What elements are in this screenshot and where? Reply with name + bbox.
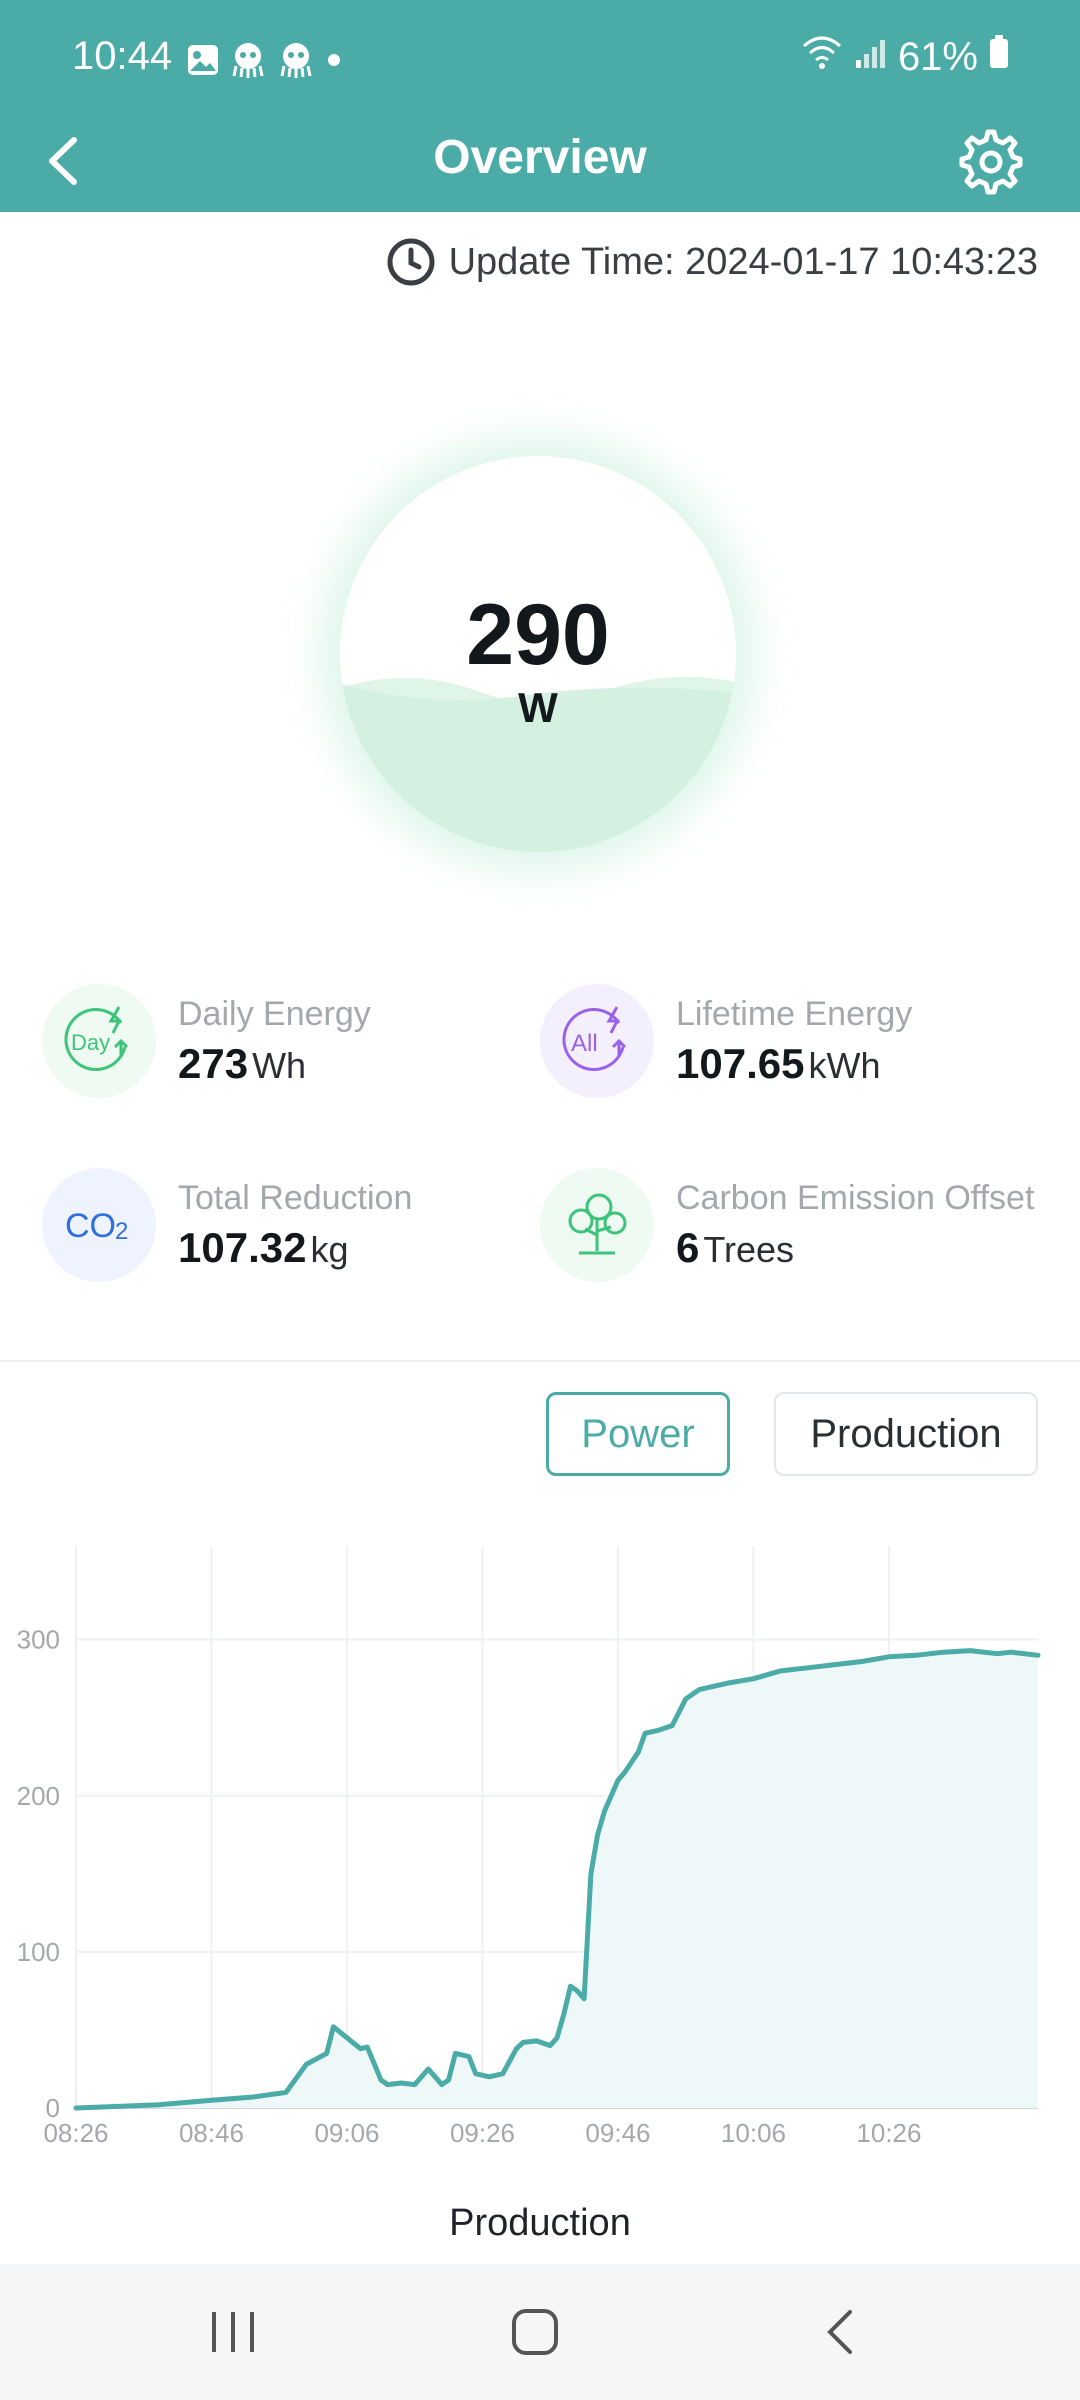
status-right: 61% [800, 34, 1010, 80]
y-tick-label: 300 [17, 1625, 60, 1655]
power-tab-button[interactable]: Power [546, 1392, 730, 1476]
stat-unit: Wh [252, 1044, 307, 1086]
stat-total-reduction: CO 2 Total Reduction 107.32 kg [42, 1168, 412, 1282]
back-nav-icon[interactable] [806, 2300, 876, 2364]
power-unit: W [518, 684, 558, 731]
stat-label: Carbon Emission Offset [676, 1178, 1035, 1217]
svg-text:Day: Day [71, 1030, 110, 1055]
update-time: Update Time: 2024-01-17 10:43:23 [385, 236, 1038, 288]
x-tick-label: 08:26 [43, 2118, 108, 2148]
x-tick-label: 10:26 [856, 2118, 921, 2148]
dot-icon [324, 50, 344, 75]
y-tick-label: 200 [17, 1781, 60, 1811]
series-line [73, 1648, 1041, 2111]
x-tick-label: 10:06 [721, 2118, 786, 2148]
stat-daily-energy: Day Daily Energy 273 Wh [42, 984, 371, 1098]
production-tab-button[interactable]: Production [774, 1392, 1038, 1476]
recents-icon[interactable] [198, 2300, 268, 2364]
co2-icon: CO 2 [42, 1168, 156, 1282]
wave-fill [340, 676, 736, 852]
all-energy-icon: All [540, 984, 654, 1098]
y-tick-label: 100 [17, 1937, 60, 1967]
gallery-icon [186, 43, 220, 82]
status-time: 10:44 [72, 34, 173, 78]
day-energy-icon: Day [42, 984, 156, 1098]
stat-unit: Trees [703, 1228, 795, 1270]
page-title: Overview [433, 131, 647, 184]
power-chart: 08:26 08:46 09:06 09:26 09:46 10:06 10:26 0 100 2… [17, 1546, 1041, 2148]
wifi-icon [800, 34, 844, 80]
chevron-left-icon[interactable] [36, 126, 96, 196]
battery-icon [988, 34, 1010, 80]
series-area [76, 1650, 1038, 2108]
x-tick-label: 09:06 [314, 2118, 379, 2148]
x-tick-label: 09:26 [450, 2118, 515, 2148]
stat-lifetime-energy: All Lifetime Energy 107.65 kWh [540, 984, 912, 1098]
x-tick-label: 09:46 [585, 2118, 650, 2148]
battery-percent: 61% [897, 34, 978, 79]
y-tick-label: 0 [46, 2093, 60, 2123]
stat-label: Lifetime Energy [676, 994, 913, 1033]
svg-text:2: 2 [115, 1218, 128, 1245]
signal-icon [854, 35, 888, 80]
svg-text:CO: CO [65, 1207, 116, 1245]
stat-label: Total Reduction [178, 1178, 413, 1217]
notification-icons [186, 40, 344, 85]
status-bar: 10:44 61% [0, 0, 1080, 112]
stat-unit: kWh [808, 1044, 881, 1086]
stat-value: 6 [676, 1223, 700, 1271]
stat-value: 273 [178, 1039, 249, 1087]
clock-icon [387, 238, 435, 286]
stat-value: 107.65 [676, 1039, 805, 1087]
section-divider [0, 1360, 1080, 1362]
octopus-icon [276, 40, 316, 85]
x-tick-label: 08:46 [179, 2118, 244, 2148]
svg-text:All: All [571, 1030, 598, 1057]
stat-label: Daily Energy [178, 994, 371, 1033]
update-time-label: Update Time: 2024-01-17 10:43:23 [448, 240, 1038, 283]
navigation-bar [0, 2264, 1080, 2400]
chart-caption: Production [449, 2202, 631, 2244]
power-gauge: 290 W [340, 456, 736, 852]
app-bar: Overview [0, 112, 1080, 212]
tree-icon [540, 1168, 654, 1282]
stat-value: 107.32 [178, 1223, 307, 1271]
home-icon[interactable] [500, 2300, 570, 2364]
octopus-icon [228, 40, 268, 85]
stat-carbon-offset: Carbon Emission Offset 6 Trees [540, 1168, 1034, 1282]
stat-unit: kg [310, 1228, 349, 1270]
gear-icon[interactable] [948, 120, 1028, 200]
power-value: 290 [466, 587, 610, 683]
